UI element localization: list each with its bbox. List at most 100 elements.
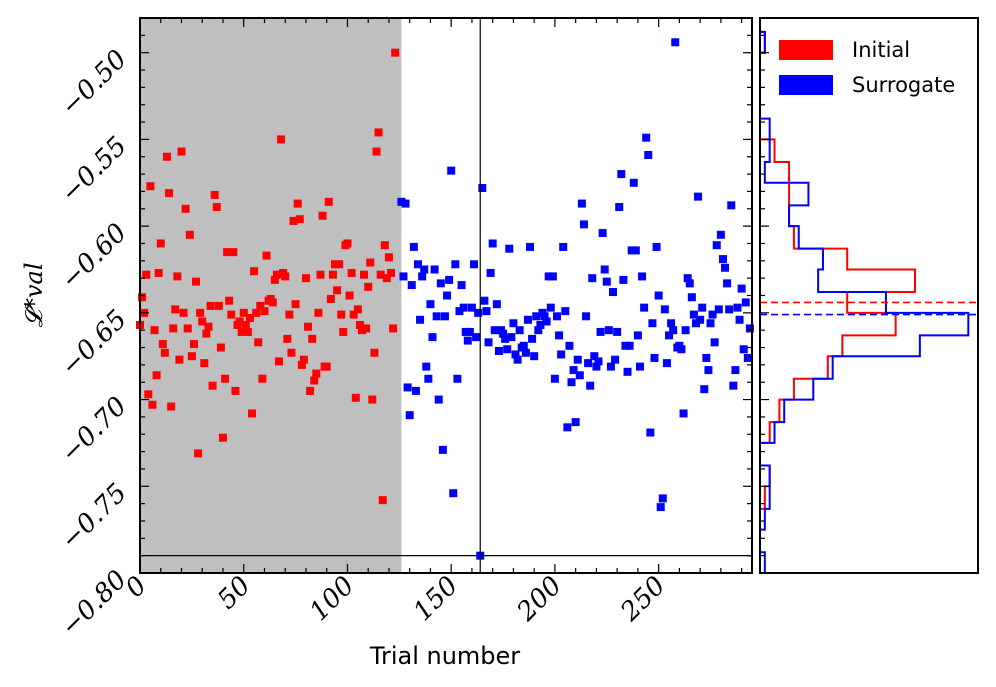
point-initial <box>270 275 279 284</box>
point-surrogate <box>405 411 414 420</box>
point-initial <box>196 308 205 317</box>
point-surrogate <box>679 409 688 418</box>
point-initial <box>310 376 319 385</box>
point-surrogate <box>519 341 528 350</box>
point-initial <box>343 239 352 248</box>
point-surrogate <box>494 347 503 355</box>
point-initial <box>357 326 366 335</box>
point-initial <box>272 270 281 279</box>
point-initial <box>167 402 176 411</box>
histogram-panel: Initial Surrogate <box>759 17 979 574</box>
point-initial <box>175 355 184 364</box>
point-initial <box>181 204 190 213</box>
point-surrogate <box>470 260 479 269</box>
point-surrogate <box>625 341 634 350</box>
y-tick-label: −0.65 <box>55 305 133 383</box>
point-surrogate <box>716 230 725 239</box>
x-tick-label: 150 <box>408 571 464 627</box>
point-initial <box>337 310 346 319</box>
point-surrogate <box>633 331 642 340</box>
point-surrogate <box>671 38 680 47</box>
point-initial <box>376 270 385 279</box>
point-surrogate <box>652 242 661 251</box>
point-surrogate <box>739 345 748 354</box>
point-initial <box>248 409 257 418</box>
point-surrogate <box>521 348 530 357</box>
point-surrogate <box>642 133 651 142</box>
point-surrogate <box>708 310 717 319</box>
point-surrogate <box>401 199 410 208</box>
point-initial <box>165 189 174 198</box>
point-initial <box>349 310 358 319</box>
point-initial <box>243 327 252 336</box>
point-initial <box>353 305 362 314</box>
point-surrogate <box>573 355 582 364</box>
histogram-surrogate <box>759 30 970 574</box>
legend-label-initial: Initial <box>852 38 910 62</box>
point-surrogate <box>451 260 460 269</box>
point-surrogate <box>548 272 557 281</box>
legend: Initial Surrogate <box>779 38 955 97</box>
x-tick-label: 100 <box>304 571 360 627</box>
point-initial <box>152 371 161 380</box>
point-surrogate <box>721 263 730 272</box>
point-surrogate <box>644 151 653 160</box>
point-surrogate <box>449 489 458 498</box>
point-surrogate <box>511 350 520 359</box>
point-surrogate <box>654 291 663 300</box>
y-tick-label: −0.70 <box>55 391 133 469</box>
point-surrogate <box>530 352 539 361</box>
point-surrogate <box>523 315 532 324</box>
point-surrogate <box>445 275 454 284</box>
point-surrogate <box>582 312 591 321</box>
point-surrogate <box>706 319 715 328</box>
point-surrogate <box>461 327 470 336</box>
point-surrogate <box>590 352 599 361</box>
point-surrogate <box>565 341 574 350</box>
point-surrogate <box>718 255 727 264</box>
point-initial <box>256 301 265 310</box>
point-surrogate <box>646 428 655 437</box>
point-initial <box>366 258 375 267</box>
point-initial <box>378 496 387 505</box>
point-surrogate <box>621 341 630 350</box>
point-surrogate <box>698 303 707 312</box>
point-initial <box>235 317 244 326</box>
point-initial <box>389 324 398 333</box>
point-surrogate <box>503 345 512 354</box>
y-tick-label: −0.55 <box>55 131 133 209</box>
point-surrogate <box>492 300 501 309</box>
point-initial <box>274 357 283 366</box>
point-surrogate <box>729 381 738 390</box>
scatter-panel: 0 50 100 150 200 250 −0.80−0.75−0.70−0.65−0.6… <box>55 17 754 642</box>
point-surrogate <box>411 386 420 395</box>
point-initial <box>202 329 211 338</box>
point-initial <box>318 211 327 220</box>
point-initial <box>156 239 165 248</box>
point-surrogate <box>710 338 719 347</box>
point-initial <box>223 248 232 257</box>
histogram-frame <box>759 17 979 574</box>
point-surrogate <box>592 362 601 371</box>
legend-label-surrogate: Surrogate <box>852 73 955 97</box>
point-surrogate <box>480 296 489 305</box>
point-surrogate <box>669 326 678 335</box>
point-surrogate <box>513 355 522 364</box>
point-surrogate <box>677 345 686 354</box>
point-surrogate <box>507 333 516 342</box>
point-initial <box>185 230 194 239</box>
point-initial <box>382 274 391 283</box>
point-initial <box>387 268 396 277</box>
point-initial <box>252 308 261 317</box>
point-surrogate <box>584 359 593 368</box>
point-initial <box>179 308 188 317</box>
point-surrogate <box>569 366 578 375</box>
point-surrogate <box>629 178 638 187</box>
point-initial <box>297 360 306 369</box>
point-initial <box>322 362 331 371</box>
point-surrogate <box>552 312 561 321</box>
point-initial <box>331 260 340 269</box>
point-surrogate <box>542 317 551 326</box>
point-surrogate <box>453 374 462 383</box>
point-initial <box>204 322 213 331</box>
